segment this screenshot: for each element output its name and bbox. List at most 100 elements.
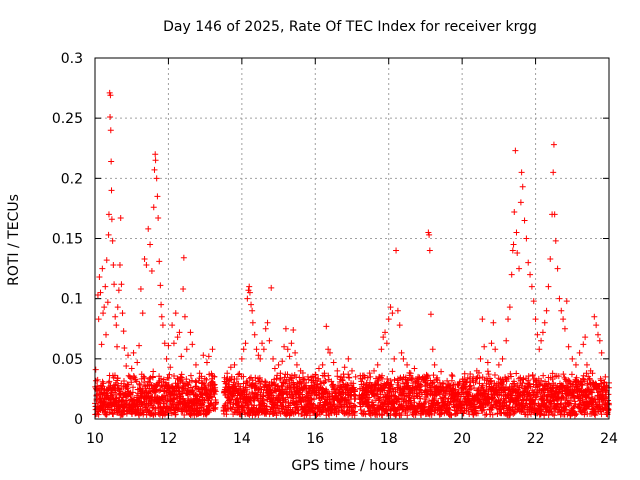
data-point bbox=[263, 403, 270, 410]
data-point bbox=[155, 215, 162, 222]
y-axis-label: ROTI / TECUs bbox=[6, 194, 22, 286]
data-point bbox=[362, 411, 369, 418]
x-tick-labels: 10 12 14 16 18 20 22 24 bbox=[86, 431, 618, 447]
data-point bbox=[366, 370, 373, 377]
data-point bbox=[156, 387, 163, 394]
data-point bbox=[154, 193, 161, 200]
data-point bbox=[126, 390, 133, 397]
data-point bbox=[275, 396, 282, 403]
data-point bbox=[209, 394, 216, 401]
x-tick-label: 22 bbox=[527, 431, 545, 447]
data-point bbox=[503, 337, 510, 344]
data-point bbox=[283, 389, 290, 396]
data-point bbox=[262, 379, 269, 386]
data-point bbox=[572, 361, 579, 368]
x-tick-label: 20 bbox=[453, 431, 471, 447]
data-point bbox=[345, 355, 352, 362]
data-point bbox=[130, 384, 137, 391]
data-point bbox=[598, 349, 605, 356]
data-point bbox=[249, 307, 256, 314]
data-point bbox=[323, 323, 330, 330]
data-point bbox=[99, 265, 106, 272]
data-point bbox=[268, 284, 275, 291]
data-point bbox=[551, 412, 558, 419]
data-point bbox=[150, 204, 157, 211]
data-point bbox=[351, 402, 358, 409]
data-point bbox=[152, 157, 159, 164]
data-point bbox=[449, 373, 456, 380]
data-point bbox=[92, 366, 99, 373]
grid-lines bbox=[95, 58, 609, 419]
data-point bbox=[100, 310, 107, 317]
data-point bbox=[352, 403, 359, 410]
data-point bbox=[389, 310, 396, 317]
data-point bbox=[591, 313, 598, 320]
data-point bbox=[345, 396, 352, 403]
data-point bbox=[193, 392, 200, 399]
data-point bbox=[141, 255, 148, 262]
data-point bbox=[158, 375, 165, 382]
data-point bbox=[317, 378, 324, 385]
data-point bbox=[488, 340, 495, 347]
data-point bbox=[512, 147, 519, 154]
data-point bbox=[517, 199, 524, 206]
data-point bbox=[539, 329, 546, 336]
data-point bbox=[171, 395, 178, 402]
data-point bbox=[262, 325, 269, 332]
y-tick-label: 0.25 bbox=[52, 111, 83, 127]
data-point bbox=[521, 217, 528, 224]
data-point bbox=[294, 407, 301, 414]
data-point bbox=[492, 346, 499, 353]
data-point bbox=[251, 331, 258, 338]
data-point bbox=[563, 298, 570, 305]
data-point bbox=[582, 334, 589, 341]
data-point bbox=[259, 340, 266, 347]
data-point bbox=[461, 370, 468, 377]
data-point bbox=[108, 187, 115, 194]
data-point bbox=[398, 349, 405, 356]
data-point bbox=[508, 271, 515, 278]
data-point bbox=[227, 376, 234, 383]
data-point bbox=[112, 313, 119, 320]
data-point bbox=[569, 355, 576, 362]
data-point bbox=[170, 396, 177, 403]
data-point bbox=[482, 412, 489, 419]
data-point bbox=[181, 313, 188, 320]
data-point bbox=[240, 380, 247, 387]
data-point bbox=[110, 411, 117, 418]
data-point bbox=[348, 400, 355, 407]
data-point bbox=[181, 412, 188, 419]
data-point bbox=[145, 225, 152, 232]
data-point bbox=[95, 316, 102, 323]
data-point bbox=[116, 261, 123, 268]
data-point bbox=[541, 319, 548, 326]
data-point bbox=[491, 372, 498, 379]
data-point bbox=[175, 404, 182, 411]
data-point bbox=[271, 365, 278, 372]
data-point bbox=[157, 282, 164, 289]
y-tick-label: 0.15 bbox=[52, 232, 83, 248]
data-point bbox=[536, 346, 543, 353]
data-point bbox=[311, 396, 318, 403]
data-point bbox=[513, 370, 520, 377]
data-point bbox=[375, 381, 382, 388]
data-point bbox=[350, 380, 357, 387]
data-point bbox=[107, 113, 114, 120]
data-point bbox=[339, 377, 346, 384]
data-point bbox=[180, 286, 187, 293]
data-point bbox=[547, 255, 554, 262]
data-point bbox=[357, 406, 364, 413]
data-point bbox=[556, 295, 563, 302]
data-point bbox=[325, 372, 332, 379]
data-point bbox=[244, 295, 251, 302]
data-point bbox=[103, 257, 110, 264]
data-point bbox=[506, 304, 513, 311]
data-point bbox=[525, 259, 532, 266]
data-point bbox=[342, 381, 349, 388]
data-point bbox=[568, 371, 575, 378]
data-point bbox=[391, 355, 398, 362]
data-point bbox=[232, 385, 239, 392]
data-point bbox=[523, 235, 530, 242]
y-tick-label: 0.2 bbox=[61, 171, 83, 187]
data-point bbox=[160, 388, 167, 395]
